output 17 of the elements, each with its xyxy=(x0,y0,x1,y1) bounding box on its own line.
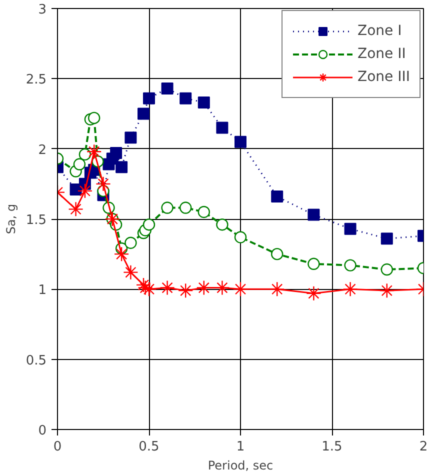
y-tick-label: 2.5 xyxy=(26,72,47,88)
y-axis-title: Sa, g xyxy=(4,204,18,234)
x-tick-label: 0 xyxy=(53,440,62,454)
x-tick-label: 2 xyxy=(419,440,428,454)
legend-label: Zone III xyxy=(358,69,410,85)
y-tick-label: 1.5 xyxy=(26,213,47,228)
x-tick-label: 1.5 xyxy=(322,440,342,454)
x-tick-label: 0.5 xyxy=(138,440,160,454)
y-tick-label: 0 xyxy=(38,424,47,438)
y-tick-label: 0.5 xyxy=(26,353,47,368)
y-tick-label: 3 xyxy=(38,2,47,18)
x-axis-title: Period, sec xyxy=(208,458,274,472)
x-tick-label: 1 xyxy=(236,440,245,454)
legend-label: Zone II xyxy=(358,46,406,62)
y-tick-label: 2 xyxy=(38,142,47,158)
y-tick-label: 1 xyxy=(38,283,47,298)
legend-label: Zone I xyxy=(358,23,402,39)
